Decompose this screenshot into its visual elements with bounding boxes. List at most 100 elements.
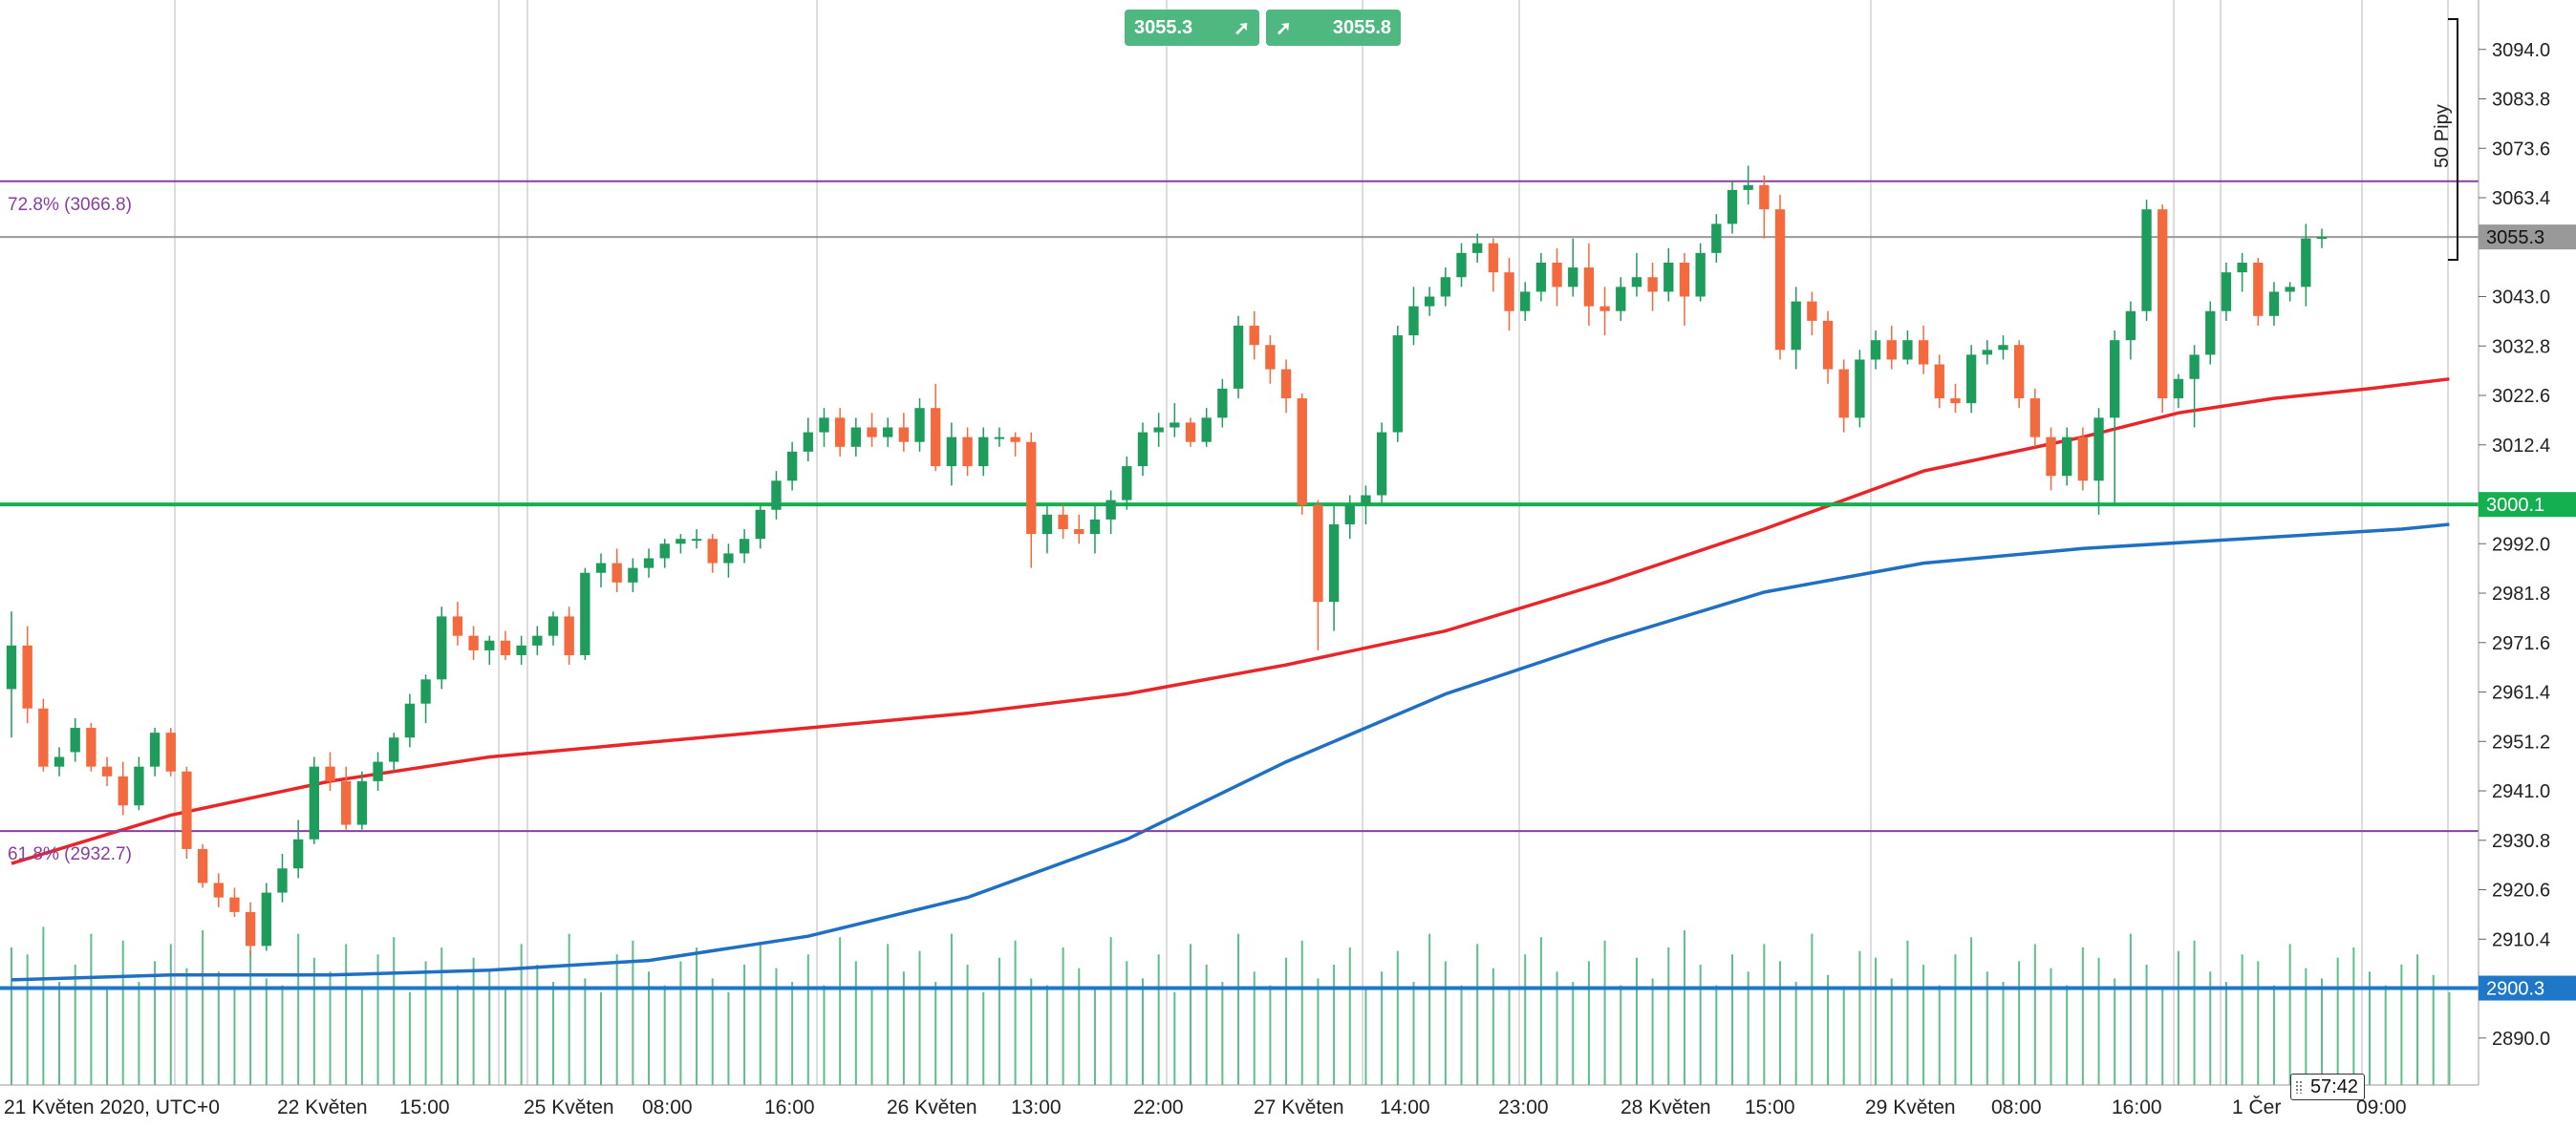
time-tick-label: 1 Čer bbox=[2232, 1096, 2281, 1118]
candle-bearish bbox=[834, 417, 846, 447]
candle-bullish bbox=[2125, 310, 2136, 341]
time-tick-label: 08:00 bbox=[1991, 1096, 2042, 1118]
candle-bearish bbox=[2253, 262, 2264, 316]
candle-bearish bbox=[612, 563, 622, 583]
candle-bullish bbox=[580, 572, 590, 655]
candle-bullish bbox=[54, 756, 65, 767]
time-tick-label: 22:00 bbox=[1133, 1096, 1184, 1118]
candle-bullish bbox=[547, 616, 559, 636]
candle-bearish bbox=[1934, 364, 1944, 399]
buy-button[interactable]: ➚ 3055.8 bbox=[1266, 10, 1401, 46]
price-tick-label: 2951.2 bbox=[2492, 732, 2550, 753]
candle-bullish bbox=[2221, 272, 2232, 311]
candle-bullish bbox=[2062, 436, 2072, 477]
candle-bullish bbox=[1631, 277, 1642, 287]
candle-bullish bbox=[1137, 432, 1148, 467]
time-tick-label: 26 Květen bbox=[887, 1096, 977, 1118]
candle-bullish bbox=[1440, 277, 1450, 297]
candle-bullish bbox=[819, 417, 829, 433]
candle-bullish bbox=[2237, 262, 2247, 273]
time-tick-label: 14:00 bbox=[1380, 1096, 1430, 1118]
candle-bullish bbox=[1456, 252, 1467, 278]
candle-bullish bbox=[1392, 335, 1403, 433]
candle-bullish bbox=[1328, 523, 1340, 603]
candle-bullish bbox=[2285, 287, 2295, 292]
price-axis[interactable] bbox=[2479, 0, 2576, 1085]
timer-value: 57:42 bbox=[2309, 1075, 2358, 1097]
candle-bearish bbox=[1822, 320, 1834, 370]
candle-bearish bbox=[1026, 441, 1037, 535]
time-tick-label: 23:00 bbox=[1498, 1096, 1549, 1118]
candle-bearish bbox=[1010, 436, 1020, 442]
candle-bearish bbox=[1313, 504, 1323, 603]
candle-bullish bbox=[803, 432, 813, 452]
time-tick-label: 16:00 bbox=[764, 1096, 815, 1118]
candle-bullish bbox=[2316, 237, 2328, 240]
candle-bullish bbox=[1998, 345, 2008, 351]
arrow-up-right-icon: ➚ bbox=[1276, 17, 1292, 39]
candle-bullish bbox=[404, 703, 416, 738]
price-tick-label: 3032.8 bbox=[2492, 336, 2550, 357]
candle-bearish bbox=[1918, 340, 1929, 365]
candle-bullish bbox=[739, 539, 750, 554]
time-tick-label: 08:00 bbox=[642, 1096, 693, 1118]
candle-bullish bbox=[70, 728, 80, 753]
candle-bearish bbox=[2013, 345, 2025, 399]
candle-bearish bbox=[1249, 325, 1259, 346]
price-axis-highlight-label: 2900.3 bbox=[2486, 979, 2544, 1000]
time-tick-label: 22 Květen bbox=[277, 1096, 368, 1118]
candle-bearish bbox=[213, 883, 224, 898]
price-tick-label: 3083.8 bbox=[2492, 90, 2550, 111]
sell-button[interactable]: 3055.3 ➚ bbox=[1125, 10, 1259, 46]
candle-countdown-timer[interactable]: 57:42 bbox=[2290, 1074, 2365, 1100]
candle-bullish bbox=[628, 567, 638, 583]
candle-bullish bbox=[723, 553, 734, 564]
candle-bearish bbox=[182, 771, 192, 849]
time-tick-label: 21 Květen 2020, UTC+0 bbox=[4, 1096, 220, 1118]
candle-bullish bbox=[6, 645, 17, 690]
candle-bullish bbox=[914, 408, 925, 442]
candle-bullish bbox=[1201, 417, 1212, 442]
candle-bullish bbox=[389, 737, 399, 762]
candle-bullish bbox=[516, 645, 526, 655]
time-tick-label: 25 Květen bbox=[524, 1096, 614, 1118]
candle-bearish bbox=[2157, 209, 2168, 399]
candle-bullish bbox=[2189, 354, 2200, 379]
candle-bearish bbox=[1679, 262, 1690, 297]
price-axis-highlight-label: 3055.3 bbox=[2486, 227, 2544, 248]
candle-bullish bbox=[437, 616, 447, 680]
price-axis-highlight bbox=[2479, 224, 2576, 250]
candle-bullish bbox=[1855, 359, 1865, 418]
candle-bullish bbox=[2141, 209, 2152, 311]
candle-bearish bbox=[1488, 243, 1499, 273]
candle-bullish bbox=[2205, 310, 2216, 355]
candle-bearish bbox=[38, 708, 49, 767]
candle-bearish bbox=[1297, 398, 1307, 505]
candle-bullish bbox=[676, 539, 686, 544]
candle-bullish bbox=[420, 679, 431, 704]
pips-measure-bracket[interactable] bbox=[2448, 18, 2458, 261]
candle-bearish bbox=[867, 427, 877, 437]
drag-grip-icon[interactable] bbox=[2295, 1080, 2303, 1094]
candle-bearish bbox=[898, 427, 910, 442]
price-tick-label: 2920.6 bbox=[2492, 881, 2550, 902]
candle-bullish bbox=[277, 868, 288, 893]
time-axis[interactable] bbox=[0, 1085, 2576, 1123]
candle-bearish bbox=[468, 635, 479, 650]
candle-bullish bbox=[1870, 340, 1881, 360]
candle-bullish bbox=[1982, 350, 1992, 355]
candle-bullish bbox=[1695, 252, 1706, 297]
candle-bearish bbox=[2046, 436, 2056, 477]
candle-bullish bbox=[1217, 388, 1228, 418]
candle-bullish bbox=[1664, 262, 1674, 292]
candle-bearish bbox=[22, 645, 32, 709]
candle-bullish bbox=[373, 761, 383, 781]
candle-bullish bbox=[1170, 422, 1180, 428]
price-tick-label: 3094.0 bbox=[2492, 40, 2550, 61]
candle-bullish bbox=[1965, 354, 1977, 404]
candle-bearish bbox=[1504, 272, 1514, 311]
candle-bullish bbox=[1472, 243, 1483, 253]
candle-bullish bbox=[1361, 495, 1371, 505]
